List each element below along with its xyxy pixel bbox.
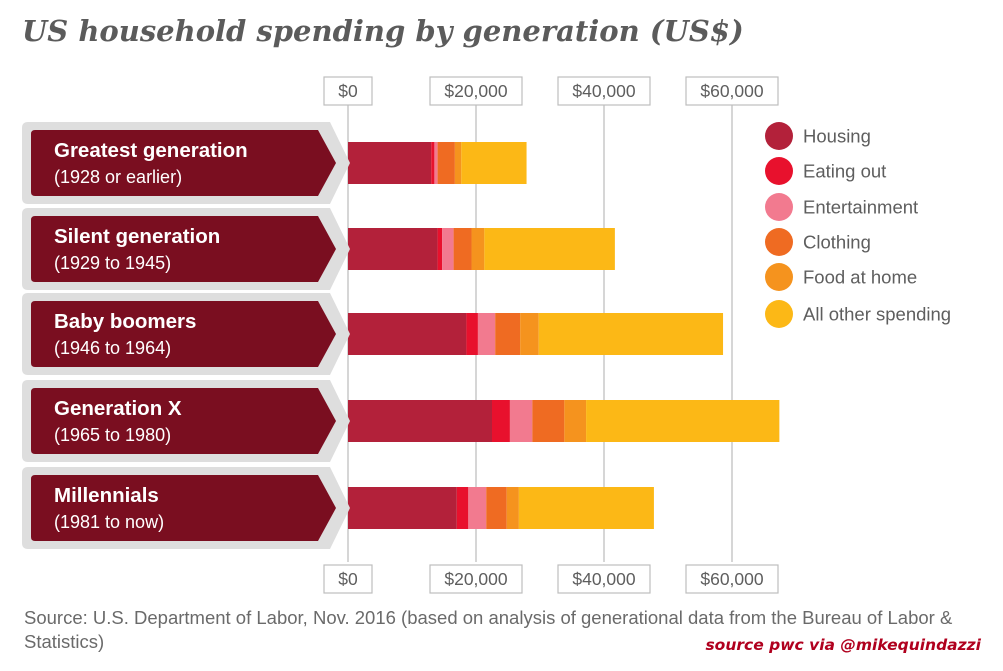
bar-4-eating-out (492, 400, 510, 442)
category-label-4: Generation X (1965 to 1980) (22, 380, 350, 462)
credit-line: source pwc via @mikequindazzi (705, 636, 981, 654)
bottom-tick-label-2: $40,000 (572, 569, 636, 589)
legend-item-clothing: Clothing (765, 228, 871, 256)
x-axis-top: $0 $20,000 $40,000 $60,000 (323, 76, 779, 106)
legend-item-eating-out: Eating out (765, 157, 886, 185)
bar-5-all-other-spending (518, 487, 654, 529)
bottom-tick-label-0: $0 (338, 569, 358, 589)
legend-label: Housing (803, 126, 871, 147)
category-name: Silent generation (54, 225, 220, 248)
bar-3-housing (348, 313, 467, 355)
bars (348, 142, 780, 529)
category-name: Baby boomers (54, 310, 196, 333)
category-name: Generation X (54, 397, 182, 420)
category-years: (1928 or earlier) (54, 167, 182, 187)
category-name: Greatest generation (54, 139, 248, 162)
category-box (31, 130, 336, 196)
bar-4-entertainment (509, 400, 533, 442)
category-label-2: Silent generation (1929 to 1945) (22, 208, 350, 290)
chart-area: $0 $20,000 $40,000 $60,000 $0 $20,000 $40,000… (22, 76, 951, 594)
legend-item-food-at-home: Food at home (765, 263, 917, 291)
top-tick-label-1: $20,000 (444, 81, 508, 101)
bar-1-food-at-home (454, 142, 462, 184)
bar-3-clothing (495, 313, 521, 355)
category-label-1: Greatest generation (1928 or earlier) (22, 122, 350, 204)
bar-1-eating-out (431, 142, 435, 184)
category-box (31, 388, 336, 454)
category-years: (1946 to 1964) (54, 338, 171, 358)
bar-4-all-other-spending (586, 400, 780, 442)
bar-5-eating-out (456, 487, 469, 529)
legend: Housing Eating out Entertainment Clothing Fo… (765, 122, 951, 328)
bar-4-food-at-home (564, 400, 587, 442)
bar-2-clothing (453, 228, 472, 270)
bar-4-clothing (532, 400, 565, 442)
x-axis-bottom: $0 $20,000 $40,000 $60,000 (323, 564, 779, 594)
category-years: (1929 to 1945) (54, 253, 171, 273)
category-box (31, 301, 336, 367)
category-years: (1965 to 1980) (54, 425, 171, 445)
bottom-tick-box-1 (429, 564, 523, 594)
bar-2-eating-out (437, 228, 443, 270)
bar-3-entertainment (477, 313, 496, 355)
category-box (31, 475, 336, 541)
bottom-tick-label-3: $60,000 (700, 569, 764, 589)
bar-5-clothing (486, 487, 507, 529)
category-label-5: Millennials (1981 to now) (22, 467, 350, 549)
legend-item-entertainment: Entertainment (765, 193, 918, 221)
bottom-tick-box-3 (685, 564, 779, 594)
bar-1-housing (348, 142, 432, 184)
category-label-3: Baby boomers (1946 to 1964) (22, 293, 350, 375)
legend-item-housing: Housing (765, 122, 871, 150)
source-note: Source: U.S. Department of Labor, Nov. 2… (24, 607, 953, 652)
chart-title: US household spending by generation (US$… (22, 14, 744, 48)
legend-swatch (765, 263, 793, 291)
bar-2-all-other-spending (484, 228, 615, 270)
bar-3-eating-out (466, 313, 478, 355)
bar-1-clothing (437, 142, 455, 184)
top-tick-label-3: $60,000 (700, 81, 764, 101)
legend-label: Eating out (803, 161, 886, 182)
bar-5-housing (348, 487, 457, 529)
category-years: (1981 to now) (54, 512, 164, 532)
legend-item-all-other-spending: All other spending (765, 300, 951, 328)
top-tick-box-3 (685, 76, 779, 106)
bar-1-entertainment (434, 142, 438, 184)
bar-5-entertainment (468, 487, 487, 529)
bar-3-all-other-spending (538, 313, 724, 355)
bar-2-entertainment (442, 228, 454, 270)
top-tick-box-1 (429, 76, 523, 106)
top-tick-box-0 (323, 76, 373, 106)
bar-3-food-at-home (520, 313, 539, 355)
legend-label: Food at home (803, 267, 917, 288)
bar-1-all-other-spending (461, 142, 527, 184)
category-box (31, 216, 336, 282)
legend-label: All other spending (803, 304, 951, 325)
legend-label: Entertainment (803, 197, 918, 218)
legend-swatch (765, 157, 793, 185)
legend-swatch (765, 228, 793, 256)
category-labels: Greatest generation (1928 or earlier) Sile… (22, 122, 350, 549)
bottom-tick-box-0 (323, 564, 373, 594)
legend-label: Clothing (803, 232, 871, 253)
top-tick-box-2 (557, 76, 651, 106)
bar-5-food-at-home (506, 487, 519, 529)
top-tick-label-0: $0 (338, 81, 358, 101)
bar-2-housing (348, 228, 438, 270)
bottom-tick-label-1: $20,000 (444, 569, 508, 589)
legend-swatch (765, 122, 793, 150)
bar-2-food-at-home (471, 228, 485, 270)
legend-swatch (765, 193, 793, 221)
top-tick-label-2: $40,000 (572, 81, 636, 101)
category-name: Millennials (54, 484, 159, 507)
legend-swatch (765, 300, 793, 328)
bar-4-housing (348, 400, 492, 442)
bottom-tick-box-2 (557, 564, 651, 594)
